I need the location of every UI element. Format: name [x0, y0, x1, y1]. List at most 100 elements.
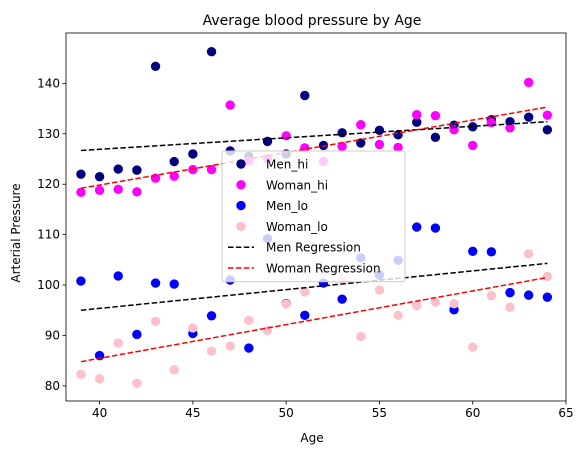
woman-lo-point	[412, 301, 422, 311]
men-hi-point	[337, 128, 347, 138]
woman-lo-point	[486, 290, 497, 301]
men-lo-point	[206, 311, 217, 321]
men-hi-point	[132, 165, 142, 175]
woman-hi-point	[132, 187, 142, 197]
woman-hi-point	[523, 77, 534, 88]
woman-hi-point	[113, 184, 123, 194]
men-hi-point	[430, 132, 441, 143]
men-lo-point	[505, 287, 515, 298]
men-lo-point	[542, 292, 553, 302]
legend-marker-men-hi	[236, 159, 246, 169]
men-lo-point	[300, 310, 310, 321]
woman-lo-point	[76, 369, 86, 379]
woman-hi-point	[374, 139, 385, 150]
y-axis-label: Arterial Pressure	[9, 183, 23, 282]
men-lo-point	[150, 278, 161, 288]
woman-lo-point	[169, 365, 179, 375]
woman-lo-point	[94, 374, 105, 384]
woman-hi-point	[356, 120, 366, 130]
x-tick-label: 60	[465, 406, 480, 420]
series-7-line	[80, 276, 548, 363]
woman-lo-point	[449, 299, 459, 309]
woman-lo-point	[505, 302, 515, 312]
men-hi-point	[113, 164, 123, 174]
woman-lo-point	[356, 331, 366, 342]
legend-label-woman-lo: Woman_lo	[266, 220, 328, 234]
y-tick-label: 140	[37, 76, 60, 90]
men-hi-point	[150, 61, 161, 71]
men-hi-point	[412, 117, 422, 127]
woman-hi-point	[449, 125, 459, 135]
legend-marker-woman-lo	[236, 221, 246, 232]
men-hi-point	[374, 125, 385, 135]
legend: Men_hi Woman_hi Men_lo Woman_lo Men Regressi…	[221, 150, 406, 283]
woman-lo-point	[150, 316, 161, 327]
men-lo-point	[132, 329, 142, 340]
series-6-line	[80, 262, 548, 312]
axes-frame	[65, 32, 567, 402]
x-tick-label: 65	[558, 406, 573, 420]
men-hi-point	[300, 90, 310, 101]
men-hi-point	[542, 125, 553, 135]
x-axis-label: Age	[300, 431, 323, 445]
woman-hi-point	[76, 187, 86, 197]
woman-lo-point	[468, 342, 478, 352]
axes: 40 45 50 55 60 65 80 90 100 110 120 130 140	[37, 32, 574, 420]
men-hi-point	[206, 46, 217, 57]
woman-lo-point	[206, 346, 217, 356]
woman-lo-point	[542, 271, 553, 282]
woman-hi-point	[542, 110, 553, 120]
legend-label-woman-regression: Woman Regression	[266, 262, 381, 276]
men-hi-point	[188, 149, 198, 159]
men-lo-point	[169, 279, 179, 289]
woman-hi-point	[505, 123, 515, 133]
woman-lo-point	[374, 285, 385, 295]
men-hi-point	[76, 169, 86, 179]
men-lo-point	[244, 343, 254, 353]
legend-label-men-regression: Men Regression	[266, 241, 361, 255]
men-lo-point	[430, 223, 441, 233]
legend-box	[221, 150, 406, 283]
woman-hi-point	[393, 142, 403, 153]
x-tick-label: 40	[92, 406, 107, 420]
men-hi-point	[169, 156, 179, 167]
y-tick-label: 120	[37, 177, 60, 191]
men-hi-point	[94, 171, 105, 182]
men-lo-point	[412, 222, 422, 232]
y-tick-label: 100	[37, 278, 60, 292]
legend-marker-men-lo	[236, 200, 246, 211]
woman-hi-point	[430, 110, 441, 121]
men-lo-point	[523, 290, 534, 300]
woman-lo-point	[523, 249, 534, 259]
men-lo-point	[113, 271, 123, 281]
y-tick-label: 130	[37, 127, 60, 141]
legend-label-men-lo: Men_lo	[266, 199, 308, 213]
woman-hi-point	[468, 140, 478, 151]
woman-lo-point	[225, 341, 235, 351]
x-tick-label: 55	[372, 406, 387, 420]
woman-lo-point	[430, 297, 441, 307]
legend-marker-woman-hi	[236, 180, 246, 190]
y-tick-label: 90	[45, 328, 60, 342]
men-lo-point	[468, 246, 478, 256]
legend-label-men-hi: Men_hi	[266, 158, 308, 172]
woman-hi-point	[206, 164, 217, 175]
men-lo-point	[486, 247, 497, 257]
x-tick-label: 45	[185, 406, 200, 420]
woman-lo-point	[113, 338, 123, 348]
men-lo-point	[76, 276, 86, 286]
y-tick-label: 110	[37, 228, 60, 242]
woman-hi-point	[337, 141, 347, 152]
chart-title: Average blood pressure by Age	[203, 13, 422, 29]
x-tick-label: 50	[279, 406, 294, 420]
legend-label-woman-hi: Woman_hi	[266, 178, 328, 192]
woman-hi-point	[94, 185, 105, 195]
y-tick-label: 80	[45, 379, 60, 393]
woman-lo-point	[300, 287, 310, 297]
woman-lo-point	[281, 299, 291, 309]
woman-hi-point	[412, 109, 422, 120]
woman-lo-point	[132, 378, 142, 389]
woman-lo-point	[244, 315, 254, 326]
